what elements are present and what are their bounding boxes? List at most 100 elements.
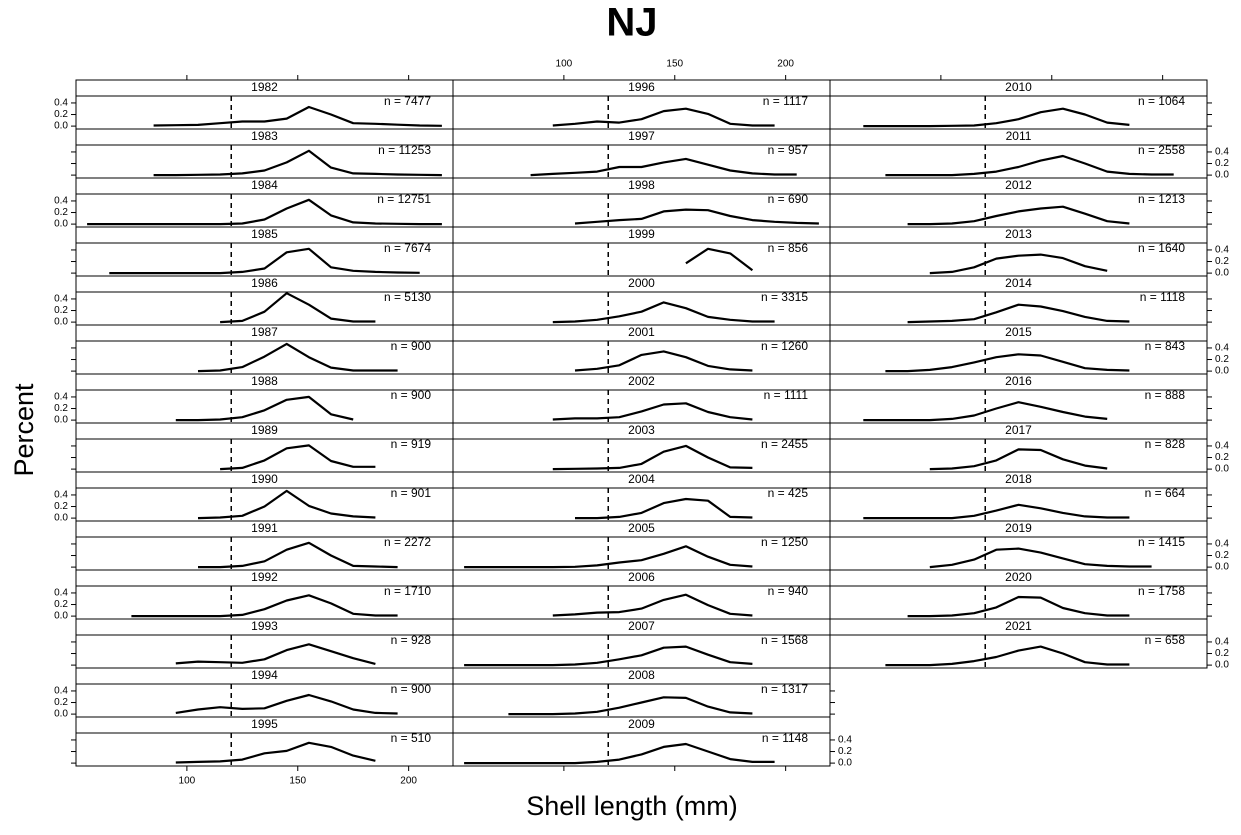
panel-frame xyxy=(829,226,1208,277)
panel-frame xyxy=(452,520,831,571)
panel-frame xyxy=(75,716,454,767)
data-line xyxy=(885,353,1130,373)
panel-frame xyxy=(452,716,831,767)
sample-size: n = 5130 xyxy=(384,290,431,304)
strip-label: 2015 xyxy=(1005,325,1032,339)
panel-frame xyxy=(452,79,831,130)
data-line xyxy=(464,645,753,667)
data-line xyxy=(552,444,753,471)
sample-size: n = 1118 xyxy=(1140,290,1186,304)
y-tick-label: 0.4 xyxy=(54,392,68,403)
panel-frame xyxy=(75,275,454,326)
y-tick-label: 0.4 xyxy=(54,588,68,599)
data-line xyxy=(175,395,354,422)
sample-size: n = 856 xyxy=(768,241,809,255)
sample-size: n = 690 xyxy=(768,192,809,206)
data-line xyxy=(508,696,753,716)
sample-size: n = 2272 xyxy=(384,535,431,549)
strip-label: 1993 xyxy=(251,619,278,633)
panel-frame xyxy=(75,373,454,424)
y-tick-label: 0.2 xyxy=(1215,256,1229,267)
data-line xyxy=(574,208,819,225)
x-tick-label: 200 xyxy=(777,59,794,70)
data-line xyxy=(929,547,1152,569)
data-line xyxy=(863,401,1108,422)
y-tick-label: 0.2 xyxy=(54,305,68,316)
strip-label: 2006 xyxy=(628,570,655,584)
sample-size: n = 1213 xyxy=(1138,192,1185,206)
panel-frame xyxy=(452,569,831,620)
data-line xyxy=(220,292,376,324)
data-line xyxy=(885,154,1174,177)
x-tick-label: 100 xyxy=(556,59,573,70)
data-line xyxy=(929,448,1108,471)
strip-label: 1992 xyxy=(251,570,278,584)
data-line xyxy=(197,489,376,520)
data-line xyxy=(175,693,398,715)
data-line xyxy=(907,303,1130,324)
sample-size: n = 425 xyxy=(768,486,809,500)
sample-size: n = 1640 xyxy=(1138,241,1185,255)
data-line xyxy=(175,643,376,665)
sample-size: n = 12751 xyxy=(377,192,431,206)
panel-frame xyxy=(829,128,1208,179)
data-line xyxy=(863,503,1130,520)
x-tick-label: 100 xyxy=(179,776,196,787)
sample-size: n = 900 xyxy=(391,682,432,696)
sample-size: n = 901 xyxy=(391,486,432,500)
y-tick-label: 0.0 xyxy=(838,758,852,769)
data-line xyxy=(929,253,1108,275)
y-tick-label: 0.2 xyxy=(54,501,68,512)
y-tick-label: 0.2 xyxy=(1215,648,1229,659)
sample-size: n = 900 xyxy=(391,339,432,353)
y-tick-label: 0.2 xyxy=(54,207,68,218)
panel-frame xyxy=(75,618,454,669)
x-tick-label: 150 xyxy=(666,59,683,70)
sample-size: n = 957 xyxy=(768,143,809,157)
y-tick-label: 0.2 xyxy=(838,746,852,757)
sample-size: n = 7477 xyxy=(384,94,431,108)
y-tick-label: 0.0 xyxy=(54,121,68,132)
sample-size: n = 1064 xyxy=(1138,94,1185,108)
data-line xyxy=(885,645,1130,667)
y-tick-label: 0.4 xyxy=(1215,343,1229,354)
strip-label: 2016 xyxy=(1005,374,1032,388)
chart-title: NJ xyxy=(606,1,657,45)
sample-size: n = 658 xyxy=(1145,633,1186,647)
data-line xyxy=(907,205,1130,226)
y-tick-label: 0.0 xyxy=(54,317,68,328)
sample-size: n = 843 xyxy=(1145,339,1186,353)
y-tick-label: 0.0 xyxy=(54,611,68,622)
y-tick-label: 0.4 xyxy=(1215,637,1229,648)
sample-size: n = 1415 xyxy=(1138,535,1185,549)
data-line xyxy=(198,541,398,569)
strip-label: 2021 xyxy=(1005,619,1032,633)
strip-label: 1999 xyxy=(628,227,655,241)
panel-frame xyxy=(829,275,1208,326)
sample-size: n = 1117 xyxy=(763,94,809,108)
y-tick-label: 0.0 xyxy=(54,513,68,524)
strip-label: 2010 xyxy=(1005,80,1032,94)
strip-label: 1995 xyxy=(251,717,278,731)
strip-label: 1991 xyxy=(251,521,278,535)
strip-label: 1989 xyxy=(251,423,278,437)
y-tick-label: 0.0 xyxy=(1215,562,1229,573)
panel-frame xyxy=(829,569,1208,620)
strip-label: 1982 xyxy=(251,80,278,94)
x-axis-label: Shell length (mm) xyxy=(526,791,738,821)
strip-label: 1986 xyxy=(251,276,278,290)
y-tick-label: 0.0 xyxy=(54,709,68,720)
panel-frame xyxy=(829,618,1208,669)
panel-frame xyxy=(829,79,1208,130)
sample-size: n = 510 xyxy=(391,731,432,745)
strip-label: 1994 xyxy=(251,668,278,682)
data-line xyxy=(464,545,753,569)
panel-frame xyxy=(829,471,1208,522)
strip-label: 2007 xyxy=(628,619,655,633)
sample-size: n = 11253 xyxy=(378,143,431,157)
data-line xyxy=(197,342,398,373)
data-line xyxy=(552,402,753,421)
panel-frame xyxy=(75,422,454,473)
strip-label: 1997 xyxy=(628,129,655,143)
